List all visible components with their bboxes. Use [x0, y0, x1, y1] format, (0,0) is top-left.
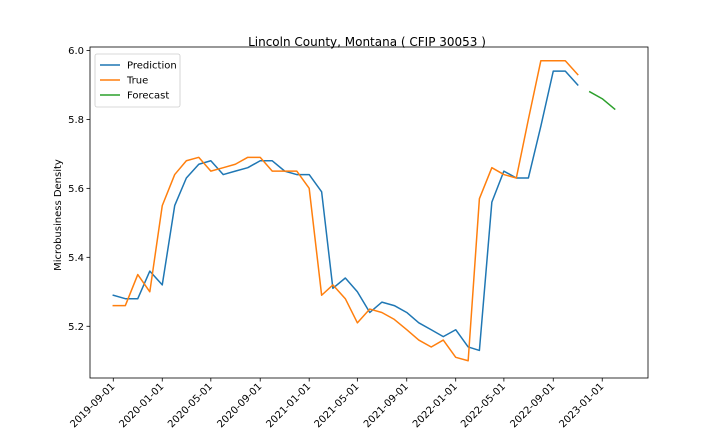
legend-label-true: True [126, 76, 148, 87]
series-line-true [112, 60, 579, 362]
y-tick-label: 6.0 [68, 46, 84, 57]
legend: Prediction True Forecast [94, 53, 181, 108]
legend-box [94, 53, 181, 108]
series-line-prediction [112, 70, 579, 352]
y-axis-label: Microbusiness Density [53, 159, 64, 271]
y-tick-label: 5.2 [68, 322, 84, 333]
y-tick-label: 5.8 [68, 115, 84, 126]
y-tick-label: 5.4 [68, 253, 84, 264]
y-tick-label: 5.6 [68, 184, 84, 195]
legend-label-forecast: Forecast [127, 91, 169, 102]
series-line-forecast [588, 90, 616, 111]
series-layer [112, 60, 616, 362]
plot-frame [89, 46, 649, 379]
legend-label-prediction: Prediction [127, 61, 177, 72]
chart-title: Lincoln County, Montana ( CFIP 30053 ) [248, 35, 486, 49]
